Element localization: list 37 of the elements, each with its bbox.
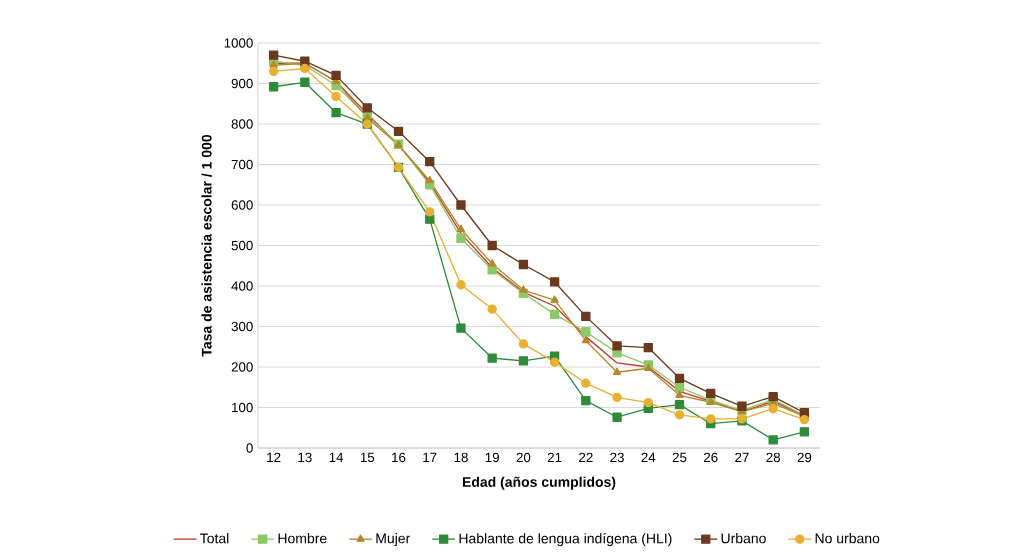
y-tick-label: 400 [231,281,253,291]
x-tick-label: 19 [485,452,499,463]
x-tick-label: 16 [392,452,406,463]
y-tick-label: 900 [231,78,253,89]
x-tick-label: 17 [423,452,437,462]
y-tick-label: 0 [246,443,253,453]
x-tick-label: 14 [329,452,344,462]
x-tick-label: 26 [703,452,718,463]
x-tick-label: 13 [298,452,312,463]
y-tick-label: 300 [231,321,253,332]
legend-label: Hablante de lengua indígena (HLI) [459,532,672,547]
legend-label: Hombre [278,533,327,544]
x-tick-label: 25 [672,452,687,463]
x-tick-label: 28 [766,452,781,463]
y-tick-label: 700 [231,159,253,170]
x-tick-label: 23 [610,452,624,463]
legend-label: Total [200,533,229,544]
legend-label: No urbano [815,533,880,544]
x-tick-label: 27 [735,452,749,463]
x-tick-label: 21 [547,452,562,463]
y-tick-label: 200 [231,362,253,372]
x-tick-label: 18 [454,452,468,463]
x-axis-title: Edad (años cumplidos) [462,476,616,490]
x-tick-label: 15 [360,452,375,463]
y-tick-label: 600 [231,200,253,210]
y-axis-title: Tasa de asistencia escolar / 1 000 [201,134,212,357]
legend-label: Mujer [376,533,411,547]
legend-label: Urbano [721,533,766,544]
x-tick-label: 22 [579,452,593,463]
x-tick-label: 24 [641,452,656,463]
x-tick-label: 12 [267,452,281,463]
y-tick-label: 100 [232,402,253,413]
x-tick-label: 29 [797,452,812,463]
x-tick-label: 20 [516,452,531,463]
y-tick-label: 800 [231,119,253,129]
y-tick-label: 1000 [224,38,253,48]
y-tick-label: 500 [231,240,253,251]
